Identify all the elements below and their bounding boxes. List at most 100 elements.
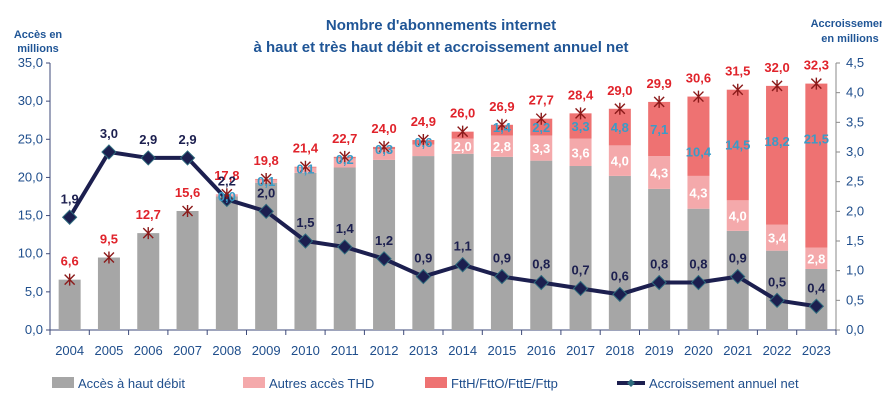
bar-haut-debit xyxy=(97,257,120,330)
bar-ftth xyxy=(569,113,592,139)
growth-marker xyxy=(533,274,549,291)
growth-marker xyxy=(769,292,785,309)
ftth-label: 2,2 xyxy=(532,120,550,135)
bar-ftth xyxy=(805,83,828,248)
growth-marker xyxy=(337,239,353,255)
x-tick-label: 2016 xyxy=(527,343,556,358)
bar-autres-thd xyxy=(412,144,435,157)
ftth-label: 0,0 xyxy=(218,189,236,204)
bar-ftth xyxy=(687,96,710,176)
autres-thd-label: 4,0 xyxy=(611,154,629,169)
total-label: 22,7 xyxy=(332,131,357,146)
growth-label: 0,8 xyxy=(689,257,707,272)
total-label: 24,0 xyxy=(371,121,396,136)
growth-marker xyxy=(612,286,628,303)
bar-haut-debit xyxy=(687,208,710,330)
growth-label: 0,8 xyxy=(532,257,550,272)
ftth-label: 3,3 xyxy=(572,119,590,134)
x-tick-label: 2020 xyxy=(684,343,713,358)
autres-thd-label: 3,3 xyxy=(532,141,550,156)
growth-marker xyxy=(376,251,392,267)
chart-title-line-2: à haut et très haut débit et accroisseme… xyxy=(253,39,628,56)
total-label: 27,7 xyxy=(529,93,554,108)
right-tick-label: 4,0 xyxy=(846,85,864,100)
right-tick-label: 2,5 xyxy=(846,174,864,189)
growth-label: 0,5 xyxy=(768,274,786,289)
growth-label: 1,4 xyxy=(336,221,355,236)
legend-swatch xyxy=(243,377,265,388)
total-label: 32,0 xyxy=(764,60,789,75)
growth-label: 3,0 xyxy=(100,126,118,141)
growth-marker xyxy=(297,233,314,249)
ftth-label: 7,1 xyxy=(650,122,668,137)
total-marker xyxy=(653,95,665,108)
growth-marker xyxy=(690,274,707,291)
autres-thd-label: 3,6 xyxy=(572,145,590,160)
ftth-label: 21,5 xyxy=(804,132,829,147)
bar-haut-debit xyxy=(766,250,789,330)
total-label: 21,4 xyxy=(293,141,319,156)
growth-label: 0,9 xyxy=(729,251,747,266)
total-marker xyxy=(221,188,233,201)
bar-haut-debit xyxy=(215,196,238,330)
growth-label: 1,9 xyxy=(61,191,79,206)
right-tick-label: 3,5 xyxy=(846,114,864,129)
growth-label: 0,4 xyxy=(807,280,826,295)
total-marker xyxy=(182,204,194,217)
total-marker xyxy=(614,102,626,115)
total-label: 26,0 xyxy=(450,106,475,121)
total-label: 31,5 xyxy=(725,64,750,79)
axes: 0,0 5,0 10,0 15,0 20,0 25,0 30,0 35,0 0,0 0,5 1,0 1… xyxy=(18,55,864,358)
left-tick-label: 10,0 xyxy=(18,246,43,261)
bar-autres-thd xyxy=(648,156,671,189)
bar-haut-debit xyxy=(412,156,435,330)
bar-autres-thd xyxy=(569,138,592,166)
right-tick-label: 1,5 xyxy=(846,233,864,248)
x-tick-label: 2013 xyxy=(409,343,438,358)
growth-marker xyxy=(454,257,471,273)
total-label: 28,4 xyxy=(568,87,594,102)
autres-thd-label: 4,0 xyxy=(729,209,747,224)
bar-autres-thd xyxy=(805,247,828,269)
left-axis-title-line-2: millions xyxy=(17,43,59,55)
total-marker xyxy=(810,77,822,90)
ftth-label: 0,6 xyxy=(414,135,432,150)
legend-label: FttH/FttO/FttE/Fttp xyxy=(451,376,558,391)
ftth-label: 1,4 xyxy=(493,120,512,135)
total-label: 26,9 xyxy=(489,99,514,114)
legend-swatch xyxy=(52,377,74,388)
bar-autres-thd xyxy=(608,145,631,176)
legend-label: Accroissement annuel net xyxy=(649,376,799,391)
growth-marker xyxy=(572,280,589,297)
growth-label: 0,7 xyxy=(572,262,590,277)
bar-autres-thd xyxy=(726,200,749,231)
growth-label: 2,2 xyxy=(218,173,236,188)
total-marker xyxy=(575,107,587,120)
bar-autres-thd xyxy=(373,149,396,160)
bar-ftth xyxy=(726,89,749,201)
autres-thd-label: 3,4 xyxy=(768,231,787,246)
legend-label: Autres accès THD xyxy=(269,376,374,391)
ftth-label: 4,8 xyxy=(611,120,629,135)
left-tick-label: 35,0 xyxy=(18,55,43,70)
x-tick-label: 2012 xyxy=(370,343,399,358)
bar-haut-debit xyxy=(569,165,592,330)
total-label: 24,9 xyxy=(411,114,436,129)
bar-autres-thd xyxy=(687,175,710,209)
growth-label: 1,2 xyxy=(375,233,393,248)
total-marker xyxy=(378,140,390,153)
total-marker xyxy=(64,273,76,286)
total-label: 17,8 xyxy=(214,168,239,183)
x-tick-label: 2010 xyxy=(291,343,320,358)
left-tick-label: 20,0 xyxy=(18,169,43,184)
legend-marker-swatch xyxy=(627,379,635,387)
bar-autres-thd xyxy=(766,224,789,251)
data-labels: 6,6 9,5 12,7 15,6 17,8 0,0 19,8 0,1 21,4 0,1 22,7 0… xyxy=(61,58,829,296)
autres-thd-label: 4,3 xyxy=(689,185,707,200)
bar-autres-thd xyxy=(490,135,513,157)
bar-ftth xyxy=(608,108,631,146)
growth-label: 2,9 xyxy=(139,132,157,147)
left-tick-label: 25,0 xyxy=(18,131,43,146)
ftth-label: 10,4 xyxy=(686,145,712,160)
